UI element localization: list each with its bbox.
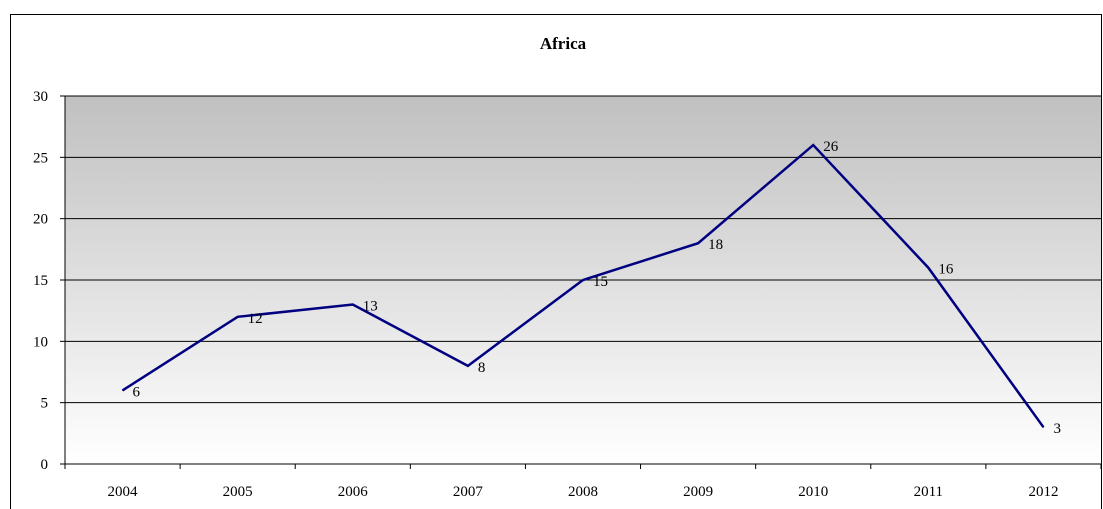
y-tick-label: 0 xyxy=(41,457,49,473)
x-tick-label: 2006 xyxy=(338,484,369,500)
x-tick-label: 2005 xyxy=(223,484,253,500)
y-tick-label: 30 xyxy=(33,89,48,105)
data-point xyxy=(927,267,929,269)
y-tick-label: 25 xyxy=(33,150,48,166)
x-axis-tick-labels: 2004 2005 2006 2007 2008 2009 2010 2011 2012 xyxy=(108,484,1059,500)
data-label: 18 xyxy=(708,237,723,253)
data-point xyxy=(467,365,469,367)
x-tick-label: 2011 xyxy=(914,484,943,500)
y-tick-label: 10 xyxy=(33,334,48,350)
data-point xyxy=(582,279,584,281)
series-layer xyxy=(121,143,1045,428)
axes xyxy=(60,95,1102,469)
x-tick-label: 2012 xyxy=(1028,484,1058,500)
data-label: 12 xyxy=(248,311,263,327)
data-label: 3 xyxy=(1053,421,1061,437)
x-tick-label: 2008 xyxy=(568,484,598,500)
data-label: 8 xyxy=(478,360,486,376)
x-tick-label: 2009 xyxy=(683,484,713,500)
data-point xyxy=(237,316,239,318)
data-label: 16 xyxy=(938,262,954,278)
x-tick-label: 2004 xyxy=(108,484,139,500)
y-tick-label: 20 xyxy=(33,212,48,228)
y-tick-label: 5 xyxy=(41,396,49,412)
data-label: 13 xyxy=(363,299,378,315)
chart-title: Africa xyxy=(540,34,587,53)
x-tick-label: 2007 xyxy=(453,484,484,500)
data-point xyxy=(697,242,699,244)
data-point xyxy=(1042,426,1044,428)
data-point xyxy=(122,389,124,391)
data-label: 26 xyxy=(823,139,839,155)
gridlines xyxy=(65,95,1101,404)
data-labels: 6 12 13 8 15 18 26 16 3 xyxy=(133,139,1061,437)
x-tick-label: 2010 xyxy=(798,484,828,500)
data-label: 6 xyxy=(133,384,141,400)
data-label: 15 xyxy=(593,274,608,290)
y-axis-tick-labels: 0 5 10 15 20 25 30 xyxy=(33,89,48,473)
y-tick-label: 15 xyxy=(33,273,48,289)
data-point xyxy=(812,144,814,146)
data-point xyxy=(352,304,354,306)
